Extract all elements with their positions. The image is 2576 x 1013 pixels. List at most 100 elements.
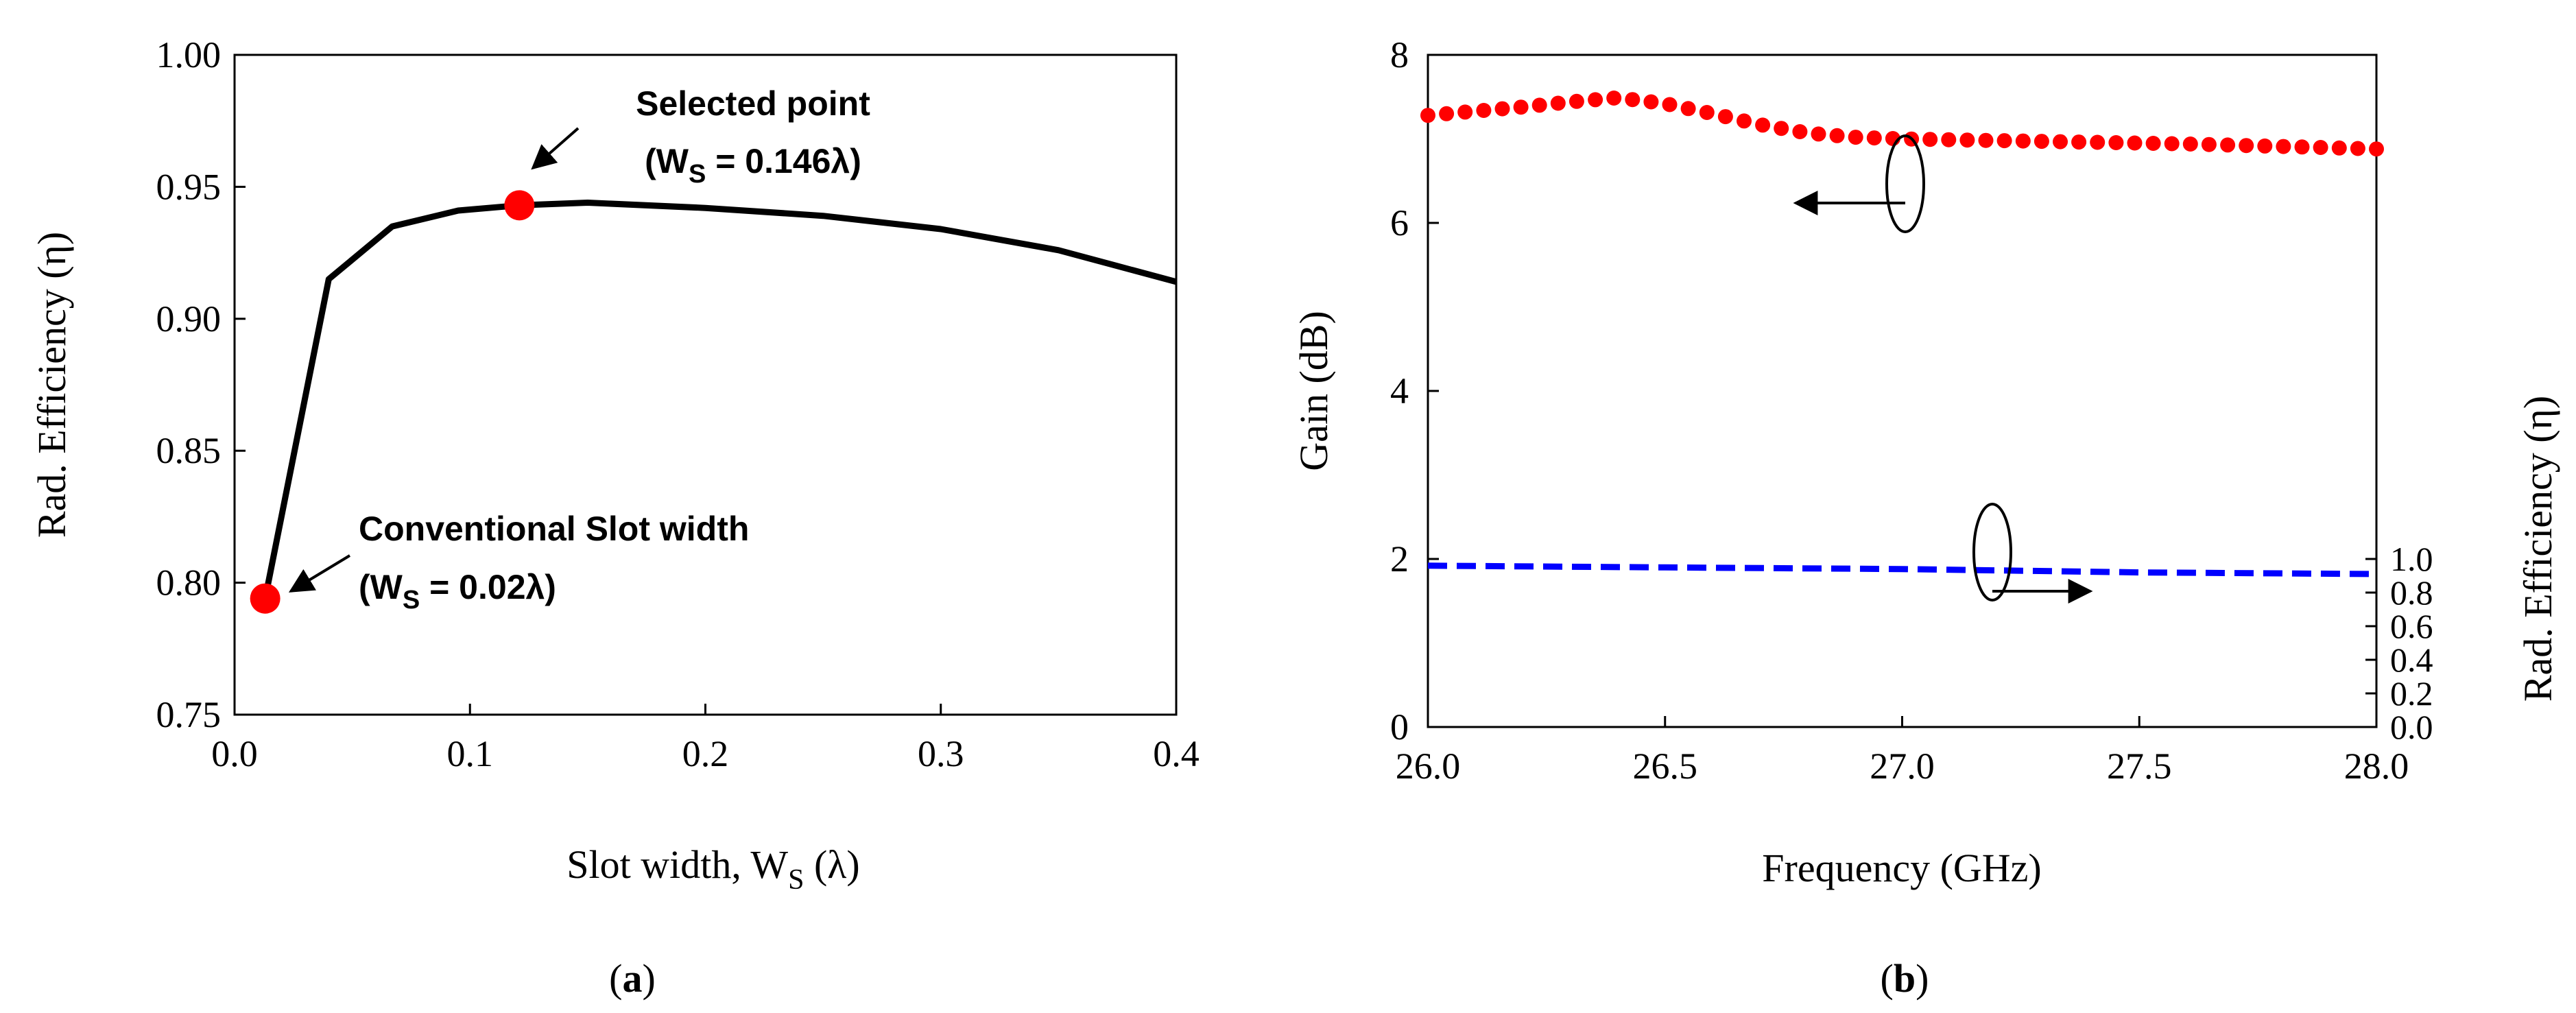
chart-b-x-tick-label: 28.0 xyxy=(2344,746,2409,787)
chart-a-x-label-sub: S xyxy=(788,864,804,896)
chart-a-y-tick-label: 0.95 xyxy=(156,166,222,207)
gain-point xyxy=(2201,136,2217,152)
chart-b-y-tick-label: 4 xyxy=(1390,370,1409,412)
chart-a-x-tick-labels: 0.0 0.1 0.2 0.3 0.4 xyxy=(211,733,1200,774)
chart-a-x-tick-label: 0.2 xyxy=(682,733,729,774)
annotation-selected-ws-sub: S xyxy=(689,160,706,189)
chart-b-x-label: Frequency (GHz) xyxy=(1762,846,2041,890)
gain-series-ellipse xyxy=(1885,134,1925,233)
chart-a-ticks xyxy=(233,53,1178,716)
gain-point xyxy=(1606,91,1622,106)
chart-a-x-tick-label: 0.0 xyxy=(211,733,258,774)
chart-b-frame xyxy=(1427,53,2378,728)
annotation-selected-ws-value: = 0.146λ) xyxy=(706,142,861,180)
gain-point xyxy=(1513,99,1529,115)
chart-b-y-right-tick-label: 0.8 xyxy=(2390,573,2433,612)
annotation-conventional-title: Conventional Slot width xyxy=(359,510,749,548)
gain-point xyxy=(2276,139,2291,154)
gain-point xyxy=(1457,104,1473,120)
panel-label-b: (b) xyxy=(1881,956,1929,1001)
gain-point xyxy=(1996,133,2012,149)
chart-b-y-label: Gain (dB) xyxy=(1291,311,1336,471)
chart-b-y-right-tick-labels: 0.00.20.40.60.81.0 xyxy=(2390,540,2433,746)
gain-point xyxy=(2239,138,2254,154)
gain-point xyxy=(2034,134,2049,150)
panel-label-a-letter: a xyxy=(623,956,643,1001)
gain-point xyxy=(1848,130,1863,145)
gain-point xyxy=(1680,101,1696,117)
gain-point xyxy=(1420,108,1435,123)
chart-b: 0 2 4 6 8 0.00.20.40.60.81.0 26.0 26.5 27.0 27.… xyxy=(1291,34,2560,1001)
gain-point xyxy=(1550,95,1566,111)
gain-point xyxy=(1829,128,1845,143)
gain-point xyxy=(1439,106,1455,121)
panel-label-b-letter: b xyxy=(1894,956,1916,1001)
annotation-conventional-ws-sub: S xyxy=(403,586,420,615)
gain-point xyxy=(1959,132,1975,148)
gain-point xyxy=(1588,92,1603,108)
chart-b-x-tick-label: 26.5 xyxy=(1633,746,1698,787)
chart-b-x-tick-label: 26.0 xyxy=(1396,746,1461,787)
gain-point xyxy=(2350,141,2365,156)
gain-point xyxy=(1625,92,1641,108)
gain-point xyxy=(1866,130,1882,146)
chart-a-marker-selected xyxy=(504,190,535,221)
gain-point xyxy=(2108,135,2124,150)
chart-b-y-right-tick-label: 0.6 xyxy=(2390,607,2433,645)
chart-a-y-label: Rad. Efficiency (η) xyxy=(29,232,74,538)
annotation-conventional-ws-prefix: (W xyxy=(359,568,403,606)
chart-b-y-tick-label: 2 xyxy=(1390,538,1409,580)
gain-point xyxy=(2071,134,2087,150)
chart-b-x-tick-label: 27.5 xyxy=(2107,746,2172,787)
chart-b-y-right-label: Rad. Efficiency (η) xyxy=(2516,396,2560,702)
gain-point xyxy=(2164,136,2180,152)
chart-a-series-line xyxy=(262,200,1178,599)
chart-a-y-tick-label: 0.75 xyxy=(156,694,222,735)
gain-point xyxy=(2127,135,2143,151)
annotation-selected-title: Selected point xyxy=(636,84,870,123)
annotation-selected-arrow xyxy=(531,127,580,170)
annotation-conventional-ws: (WS = 0.02λ) xyxy=(359,568,556,615)
chart-b-y-right-tick-label: 0.2 xyxy=(2390,674,2433,713)
chart-b-y-tick-label: 6 xyxy=(1390,202,1409,243)
gain-point xyxy=(2015,133,2031,149)
gain-point xyxy=(2369,141,2384,157)
gain-point xyxy=(2090,134,2106,150)
chart-b-y-tick-labels: 0 2 4 6 8 xyxy=(1390,34,1409,748)
chart-a-y-tick-label: 0.90 xyxy=(156,298,222,339)
gain-point xyxy=(2257,138,2273,154)
gain-point xyxy=(1476,103,1492,118)
chart-b-y-tick-label: 8 xyxy=(1390,34,1409,75)
chart-a-x-label-suffix: (λ) xyxy=(804,842,859,887)
annotation-conventional-arrow xyxy=(288,554,351,593)
chart-a-x-tick-label: 0.3 xyxy=(918,733,964,774)
chart-b-y-right-tick-label: 0.0 xyxy=(2390,708,2433,746)
gain-point xyxy=(2182,136,2198,152)
gain-point xyxy=(1922,132,1938,147)
gain-point xyxy=(1717,109,1733,125)
chart-b-series-gain xyxy=(1420,91,2384,157)
chart-a-x-label: Slot width, WS (λ) xyxy=(567,842,859,896)
annotation-selected-ws: (WS = 0.146λ) xyxy=(645,142,861,189)
gain-point xyxy=(2313,140,2328,155)
annotation-selected-ws-prefix: (W xyxy=(645,142,689,180)
chart-a-marker-conventional xyxy=(250,583,281,614)
panel-label-a: (a) xyxy=(609,956,656,1001)
gain-point xyxy=(2220,137,2236,153)
gain-point xyxy=(1494,101,1510,117)
chart-b-x-tick-label: 27.0 xyxy=(1870,746,1935,787)
gain-point xyxy=(1941,132,1957,147)
gain-point xyxy=(1792,124,1808,139)
gain-point xyxy=(1737,113,1752,129)
chart-b-y-tick-label: 0 xyxy=(1390,706,1409,748)
chart-b-x-tick-labels: 26.0 26.5 27.0 27.5 28.0 xyxy=(1396,746,2409,787)
chart-a-y-tick-labels: 0.75 0.80 0.85 0.90 0.95 1.00 xyxy=(156,34,222,735)
gain-point xyxy=(1643,94,1659,110)
gain-point xyxy=(1531,97,1547,113)
chart-b-y-right-tick-label: 0.4 xyxy=(2390,641,2433,679)
annotation-conventional-ws-value: = 0.02λ) xyxy=(420,568,556,606)
gain-point xyxy=(1755,117,1771,133)
gain-point xyxy=(2145,136,2161,151)
chart-b-series-efficiency xyxy=(1427,562,2377,577)
gain-point xyxy=(1774,121,1789,136)
